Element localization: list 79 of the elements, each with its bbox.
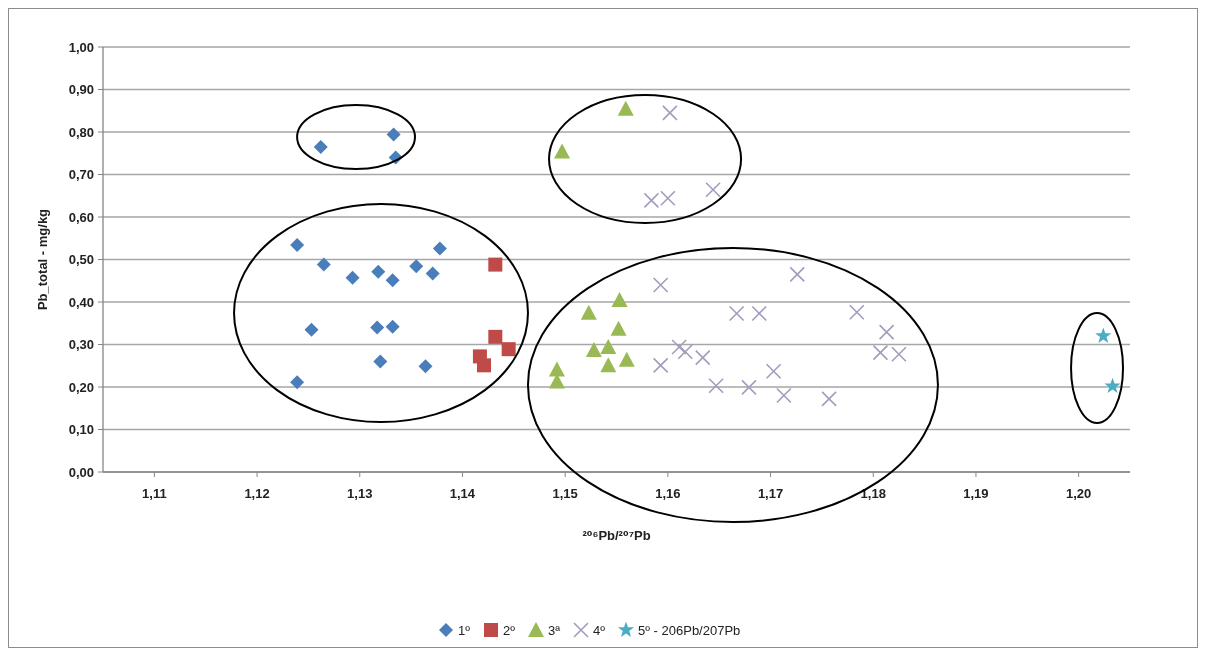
point xyxy=(316,257,331,272)
x-tick-label: 1,12 xyxy=(244,486,270,501)
point xyxy=(1095,327,1112,343)
x-tick-label: 1,13 xyxy=(347,486,373,501)
y-tick-label: 0,70 xyxy=(68,167,94,183)
point xyxy=(789,266,806,283)
point xyxy=(1104,377,1121,394)
point xyxy=(554,143,571,159)
y-tick-label: 0,40 xyxy=(68,294,94,310)
point xyxy=(652,357,669,374)
y-tick-label: 0,90 xyxy=(68,82,94,98)
point xyxy=(849,304,865,320)
point xyxy=(600,339,617,355)
point xyxy=(671,339,687,355)
point xyxy=(708,377,724,394)
point xyxy=(290,375,305,390)
y-tick-label: 0,60 xyxy=(68,209,94,225)
point xyxy=(662,105,678,121)
y-tick-label: 0,50 xyxy=(68,252,94,268)
y-axis-title: Pb_total - mg/kg xyxy=(35,208,50,311)
x-tick-label: 1,15 xyxy=(552,486,578,501)
point xyxy=(580,304,597,320)
y-tick-label: 0,00 xyxy=(68,464,94,480)
point xyxy=(548,361,565,377)
legend-label: 4º xyxy=(593,622,606,638)
point xyxy=(313,139,328,154)
point xyxy=(821,391,837,407)
point xyxy=(488,329,503,344)
x-axis-title: ²⁰⁶Pb/²⁰⁷Pb xyxy=(582,528,651,543)
point xyxy=(891,346,907,363)
point xyxy=(618,351,635,367)
legend-label: 3ª xyxy=(548,622,561,638)
y-tick-label: 0,80 xyxy=(68,124,94,140)
point xyxy=(600,357,617,373)
point xyxy=(418,359,433,374)
point xyxy=(385,273,400,288)
point xyxy=(370,320,385,335)
point xyxy=(386,127,401,142)
point xyxy=(385,319,400,334)
point xyxy=(304,322,319,337)
point xyxy=(705,182,721,198)
x-tick-label: 1,16 xyxy=(655,486,681,501)
x-tick-label: 1,11 xyxy=(142,486,167,501)
point xyxy=(409,259,424,274)
point xyxy=(610,320,627,336)
point xyxy=(373,354,388,369)
point xyxy=(751,305,768,322)
point xyxy=(488,257,503,272)
legend-label: 2º xyxy=(503,622,516,638)
point xyxy=(477,358,492,373)
point xyxy=(878,324,895,340)
point xyxy=(371,264,386,279)
point xyxy=(425,266,440,281)
y-tick-label: 0,30 xyxy=(68,337,94,353)
point xyxy=(585,342,602,358)
point xyxy=(728,305,745,322)
y-tick-label: 0,20 xyxy=(68,379,94,395)
y-tick-label: 0,10 xyxy=(68,422,94,438)
point xyxy=(872,344,889,361)
legend-label: 5º - 206Pb/207Pb xyxy=(638,622,741,638)
point xyxy=(776,387,792,404)
legend-label: 1º xyxy=(458,622,471,638)
point xyxy=(611,291,628,307)
point xyxy=(765,363,782,380)
x-tick-label: 1,20 xyxy=(1065,486,1092,501)
point xyxy=(432,241,447,256)
x-tick-label: 1,14 xyxy=(449,486,476,501)
point xyxy=(345,270,360,285)
point xyxy=(741,379,757,396)
point xyxy=(677,343,694,360)
x-tick-label: 1,17 xyxy=(757,486,784,501)
point xyxy=(290,238,305,253)
point xyxy=(501,342,516,357)
point xyxy=(694,349,711,366)
point xyxy=(652,277,669,293)
x-tick-label: 1,19 xyxy=(963,486,989,501)
x-tick-label: 1,18 xyxy=(860,486,886,501)
point xyxy=(617,100,634,116)
y-tick-label: 1,00 xyxy=(68,39,94,55)
